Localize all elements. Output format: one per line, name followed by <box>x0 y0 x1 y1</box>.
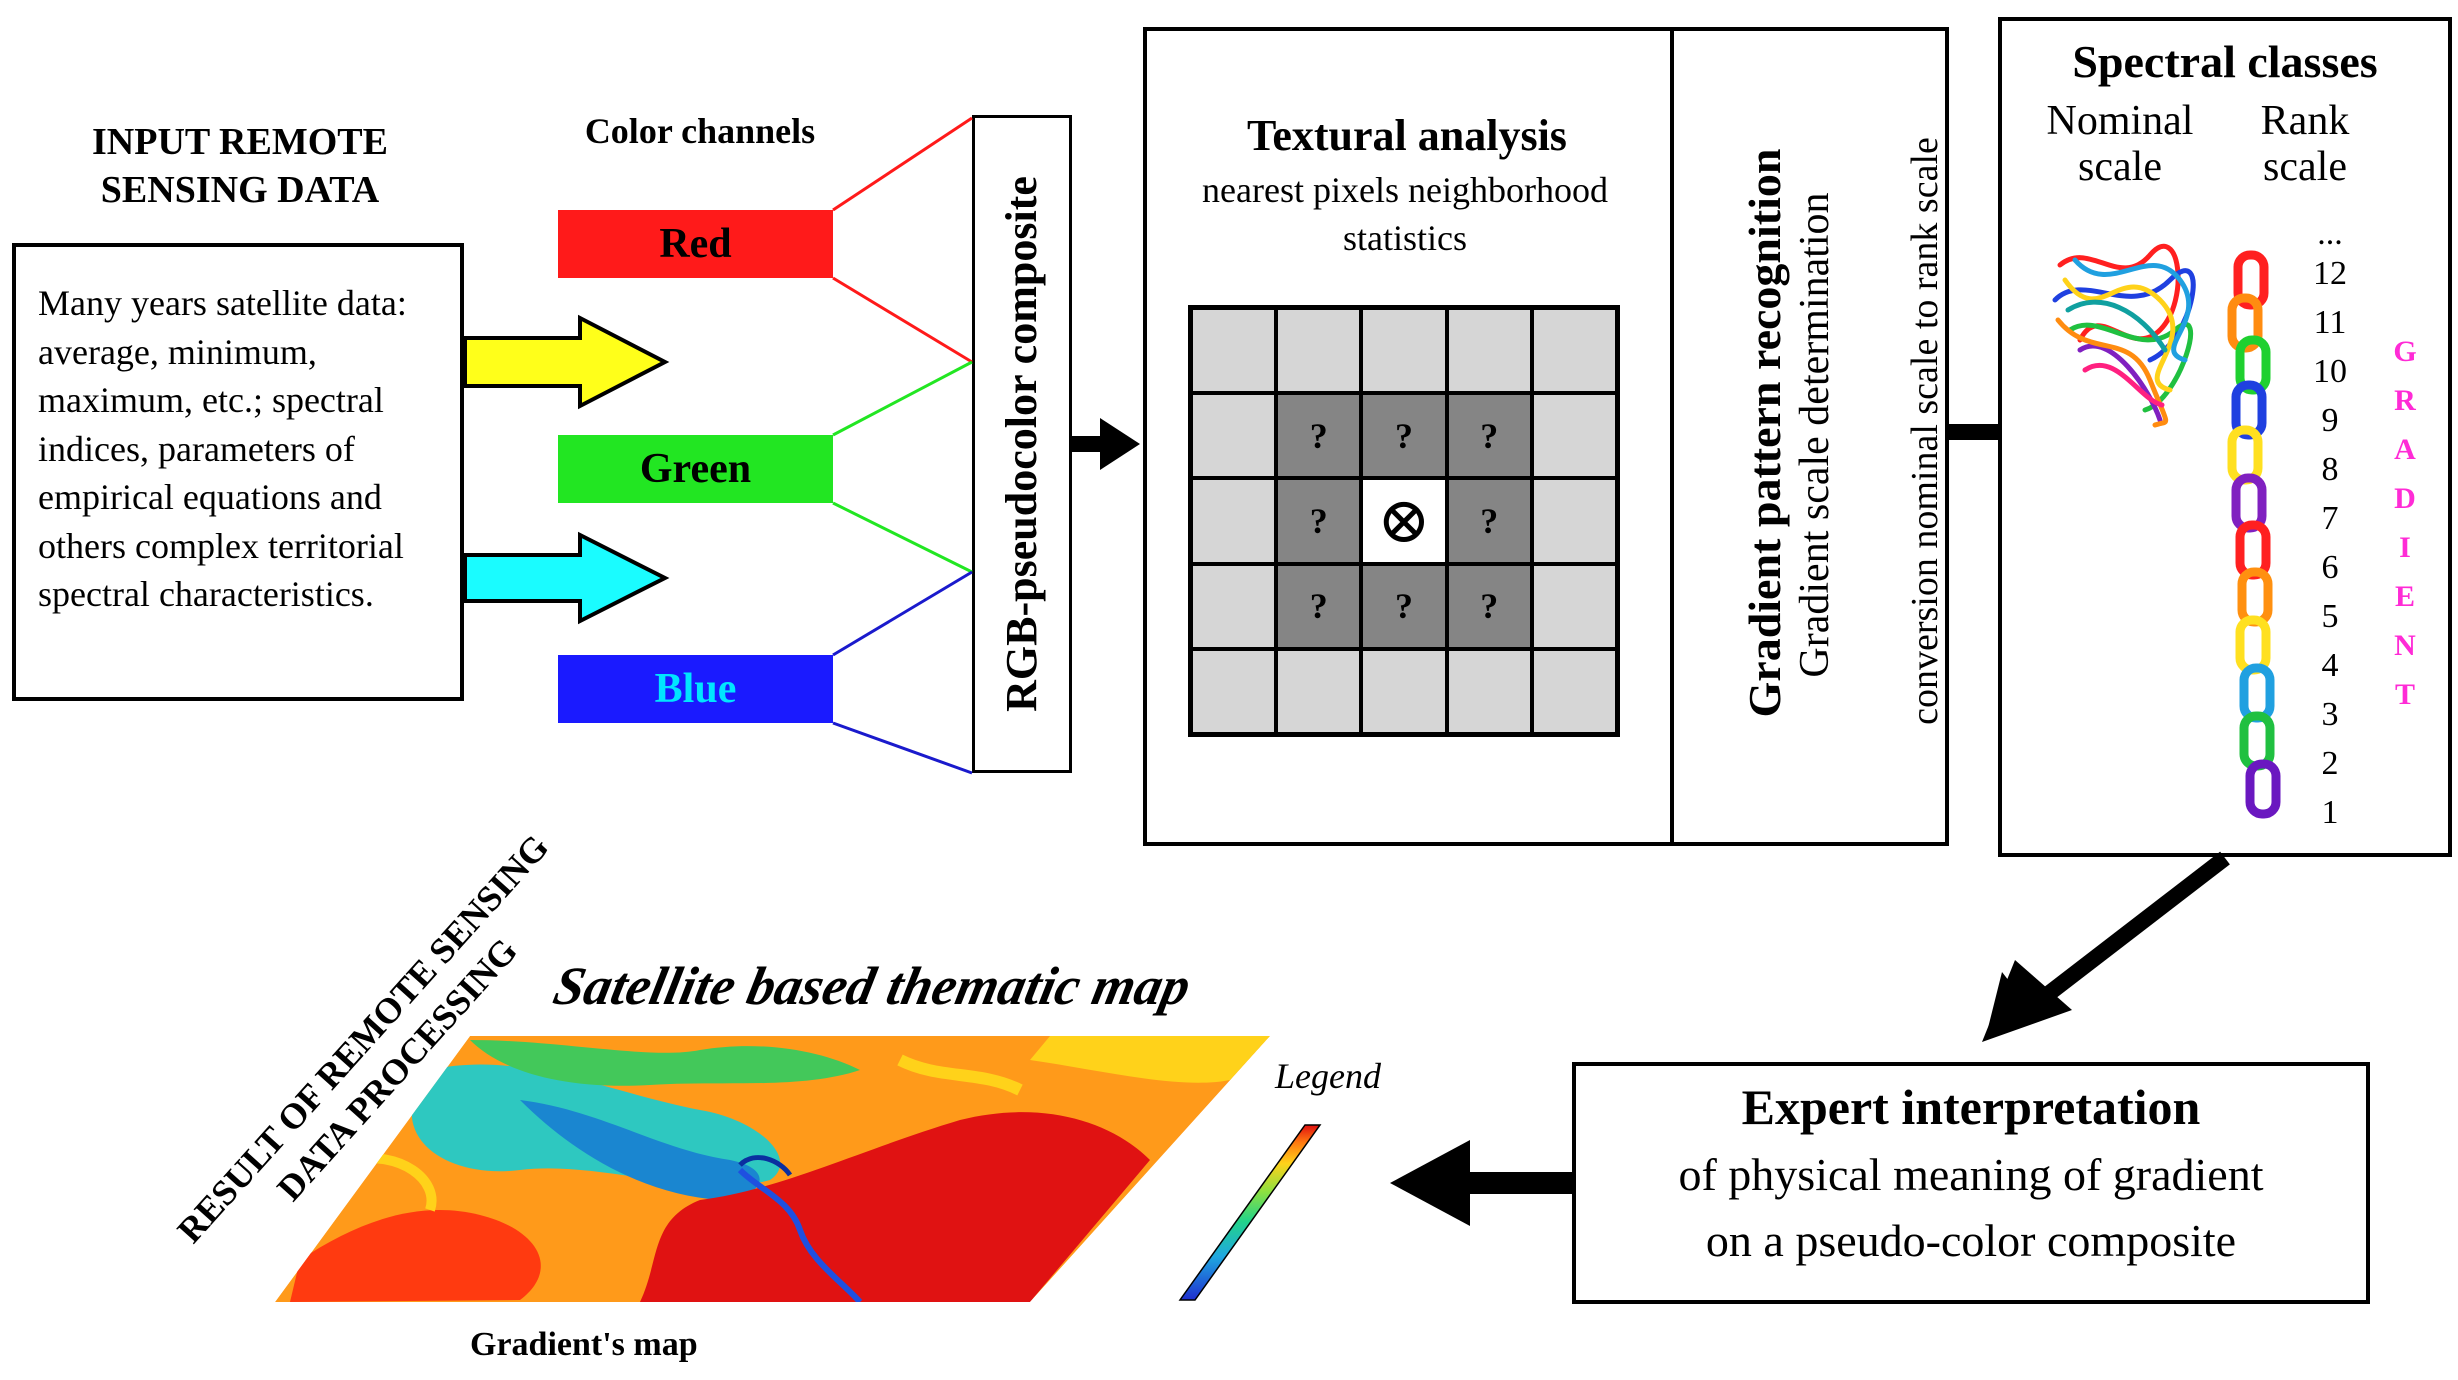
grid-cell <box>1191 563 1277 649</box>
cyan-arrow-icon <box>463 531 670 625</box>
grid-cell <box>1191 648 1277 734</box>
gradient-letter: E <box>2394 580 2415 613</box>
rank-value: 4 <box>2321 647 2339 684</box>
neighbor-cell: ? <box>1446 478 1532 564</box>
rank-value: 2 <box>2321 745 2339 782</box>
legend-colorbar <box>1178 1124 1322 1301</box>
gradient-letter: T <box>2394 678 2415 711</box>
expert-line-1: of physical meaning of gradient <box>1678 1149 2264 1200</box>
rank-value: 1 <box>2321 794 2339 831</box>
rank-value: 9 <box>2321 402 2339 439</box>
rank-value: ... <box>2317 215 2343 252</box>
gradient-letter: G <box>2393 335 2417 368</box>
rank-value: 3 <box>2321 696 2339 733</box>
grid-cell <box>1276 308 1362 394</box>
neighbor-cell: ? <box>1276 563 1362 649</box>
grid-cell <box>1531 308 1617 394</box>
grid-cell <box>1531 648 1617 734</box>
expert-interpretation-box <box>1572 1062 2370 1304</box>
grid-cell <box>1191 478 1277 564</box>
arrow-down-left-icon <box>1982 851 2230 1042</box>
rank-scale-chain-icon <box>2227 250 2281 819</box>
grid-cell <box>1531 393 1617 479</box>
input-title: INPUT REMOTE SENSING DATA <box>92 121 388 211</box>
grid-cell <box>1361 648 1447 734</box>
rank-value: 12 <box>2313 255 2347 292</box>
center-pixel-cell: ⊗ <box>1361 478 1447 564</box>
gradient-letter: N <box>2394 629 2416 662</box>
spectral-classes-box <box>1998 17 2452 857</box>
rank-value: 7 <box>2321 500 2339 537</box>
rank-value: 6 <box>2321 549 2339 586</box>
panel-divider <box>1670 27 1674 846</box>
channel-green: Green <box>558 435 833 503</box>
neighbor-cell: ? <box>1446 393 1532 479</box>
channel-red: Red <box>558 210 833 278</box>
neighbor-cell: ? <box>1276 393 1362 479</box>
input-data-box: Many years satellite data: average, mini… <box>12 243 464 701</box>
rank-scale-label: Rank scale <box>2260 98 2350 190</box>
rgb-composite-box <box>972 115 1072 773</box>
color-channels-title: Color channels <box>584 111 816 151</box>
textural-subtitle: nearest pixels neighborhood statistics <box>1202 170 1608 258</box>
grid-cell <box>1446 308 1532 394</box>
gradients-map-caption: Gradient's map <box>470 1326 698 1363</box>
gradient-letter: R <box>2394 384 2416 417</box>
expert-title: Expert interpretation <box>1741 1079 2201 1135</box>
neighbor-cell: ? <box>1276 478 1362 564</box>
grid-cell <box>1191 393 1277 479</box>
rank-value: 5 <box>2321 598 2339 635</box>
thematic-map-image <box>275 1036 1270 1302</box>
green-connector-lines <box>832 360 973 574</box>
expert-line-2: on a pseudo-color composite <box>1705 1215 2237 1266</box>
yellow-arrow-icon <box>463 314 670 410</box>
blue-connector-lines <box>832 570 973 775</box>
gradient-letter: D <box>2394 482 2416 515</box>
arrow-left-icon <box>1390 1140 1572 1226</box>
spectral-classes-title: Spectral classes <box>2072 36 2378 87</box>
grid-cell <box>1446 648 1532 734</box>
rank-value: 10 <box>2313 353 2347 390</box>
input-description: Many years satellite data: average, mini… <box>38 283 407 614</box>
gradient-letter: I <box>2399 531 2411 564</box>
rank-value: 8 <box>2321 451 2339 488</box>
nominal-scale-label: Nominal scale <box>2046 98 2194 190</box>
red-connector-lines <box>832 116 973 364</box>
neighbor-cell: ? <box>1361 563 1447 649</box>
arrow-right-icon <box>1072 418 1140 470</box>
grid-cell <box>1531 478 1617 564</box>
textural-title: Textural analysis <box>1247 111 1567 160</box>
channel-blue: Blue <box>558 655 833 723</box>
neighbor-cell: ? <box>1361 393 1447 479</box>
neighbor-cell: ? <box>1446 563 1532 649</box>
grid-cell <box>1191 308 1277 394</box>
gradient-letter: A <box>2394 433 2416 466</box>
pixel-neighborhood-grid: ? ? ? ? ⊗ ? ? ? ? <box>1188 305 1620 737</box>
grid-cell <box>1361 308 1447 394</box>
rank-value: 11 <box>2313 304 2347 341</box>
grid-cell <box>1531 563 1617 649</box>
grid-cell <box>1276 648 1362 734</box>
legend-label: Legend <box>1275 1056 1381 1096</box>
nominal-scale-tangle-icon <box>2052 244 2196 428</box>
panel-connector <box>1949 424 1998 440</box>
